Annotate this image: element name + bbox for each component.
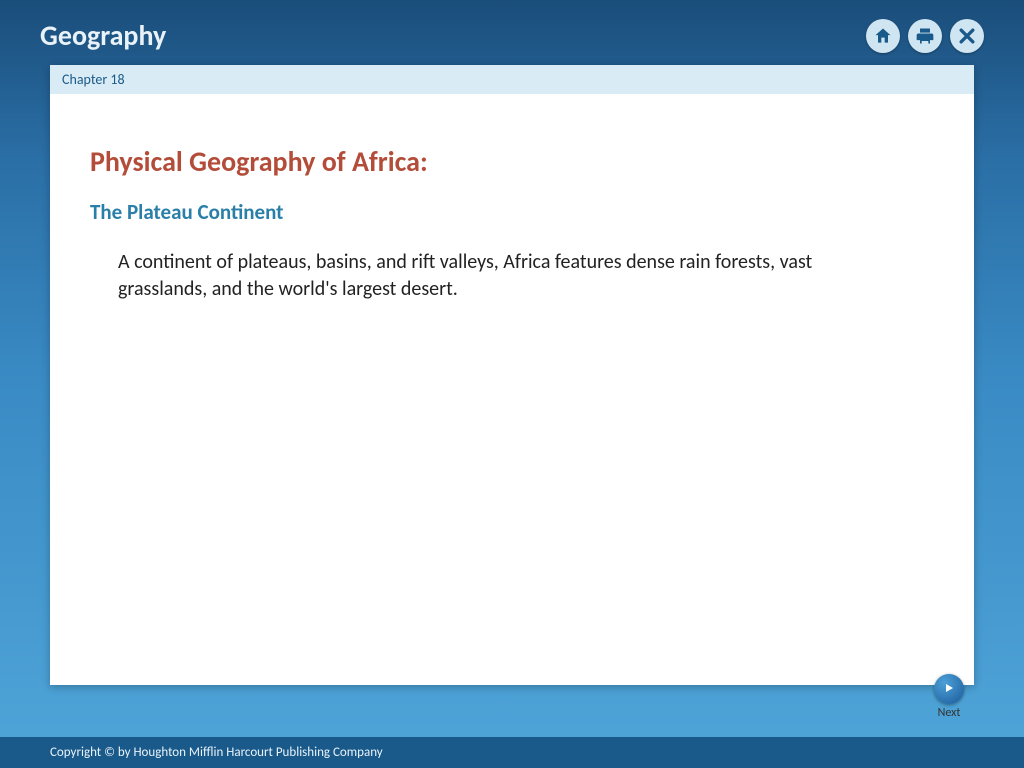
content-panel: Chapter 18 Physical Geography of Africa:… xyxy=(50,65,974,685)
home-icon xyxy=(873,26,893,46)
subtitle: The Plateau Continent xyxy=(90,199,934,225)
main-title: Physical Geography of Africa: xyxy=(90,144,934,179)
chapter-bar: Chapter 18 xyxy=(50,65,974,94)
print-button[interactable] xyxy=(908,19,942,53)
slide-body: Physical Geography of Africa: The Platea… xyxy=(50,94,974,323)
footer: Copyright © by Houghton Mifflin Harcourt… xyxy=(0,737,1024,768)
next-nav: Next xyxy=(934,674,964,720)
header-icons xyxy=(866,19,984,53)
print-icon xyxy=(915,26,935,46)
header: Geography xyxy=(0,0,1024,65)
close-icon xyxy=(957,26,977,46)
next-label: Next xyxy=(934,706,964,720)
body-text: A continent of plateaus, basins, and rif… xyxy=(90,249,850,303)
next-button[interactable] xyxy=(934,674,964,704)
page-title: Geography xyxy=(40,18,166,53)
play-icon xyxy=(943,680,955,699)
close-button[interactable] xyxy=(950,19,984,53)
home-button[interactable] xyxy=(866,19,900,53)
